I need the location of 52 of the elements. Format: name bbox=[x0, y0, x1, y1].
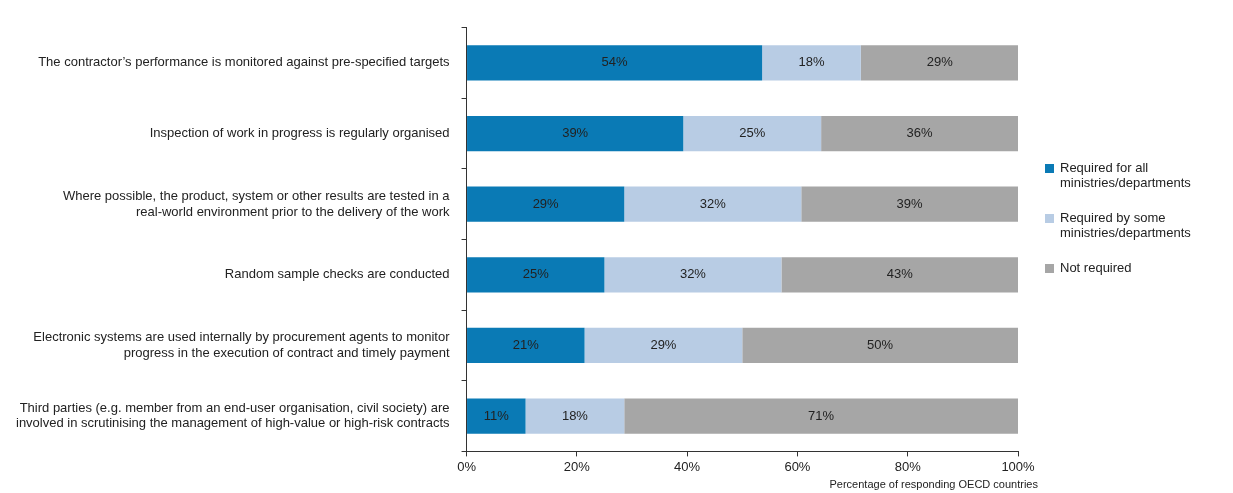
y-tick-label: The contractor’s performance is monitored against pre-specified targets bbox=[38, 54, 451, 70]
data-label: 18% bbox=[561, 407, 589, 423]
x-tick-label: 60% bbox=[784, 458, 811, 474]
bar bbox=[467, 45, 763, 81]
data-label: 29% bbox=[650, 337, 677, 353]
data-label: 39% bbox=[896, 195, 924, 211]
y-tick-label: Third parties (e.g. member from an end-user organisation, civil society) are involved in scrutinising the management of high-value or high-risk contracts bbox=[15, 399, 451, 431]
bar bbox=[525, 398, 625, 434]
data-label: 25% bbox=[739, 125, 766, 141]
bar bbox=[467, 257, 605, 293]
bar bbox=[467, 398, 526, 434]
bar bbox=[624, 186, 802, 222]
bar bbox=[683, 115, 822, 152]
data-label: 21% bbox=[512, 337, 540, 353]
bar bbox=[762, 45, 861, 81]
data-label: 11% bbox=[483, 407, 510, 423]
y-tick-label: Inspection of work in progress is regularly organised bbox=[149, 125, 450, 141]
data-label: 25% bbox=[522, 266, 550, 282]
bar bbox=[604, 257, 782, 293]
data-label: 32% bbox=[679, 266, 707, 282]
data-label: 18% bbox=[798, 54, 825, 70]
data-label: 50% bbox=[867, 337, 894, 353]
data-label: 43% bbox=[886, 266, 914, 282]
x-axis-title: Percentage of responding OECD countries bbox=[829, 478, 1038, 490]
x-tick-label: 80% bbox=[894, 458, 922, 474]
bar bbox=[742, 327, 1018, 364]
legend-label: Required for all ministries/departments bbox=[1060, 160, 1192, 190]
bar bbox=[467, 115, 684, 152]
x-tick-label: 0% bbox=[457, 458, 477, 474]
y-tick-label: Electronic systems are used internally by procurement agents to monitor progress in the execution of contract and timely payment bbox=[33, 329, 451, 360]
x-tick-label: 100% bbox=[1001, 458, 1036, 474]
y-tick-label: Where possible, the product, system or other results are tested in a real-world environment prior to the delivery of the work bbox=[62, 187, 451, 219]
data-label: 36% bbox=[906, 125, 934, 141]
data-label: 32% bbox=[699, 195, 727, 211]
y-tick-label: Random sample checks are conducted bbox=[224, 266, 450, 282]
bar bbox=[781, 257, 1018, 293]
data-label: 39% bbox=[562, 125, 589, 141]
data-label: 71% bbox=[808, 407, 835, 423]
x-tick-label: 40% bbox=[674, 458, 701, 474]
data-label: 54% bbox=[601, 54, 629, 70]
bar bbox=[584, 327, 743, 364]
legend-label: Required by some ministries/departments bbox=[1060, 210, 1192, 240]
bar bbox=[821, 115, 1018, 152]
bar bbox=[801, 186, 1018, 222]
legend-label: Not required bbox=[1060, 260, 1132, 275]
x-tick-label: 20% bbox=[563, 458, 591, 474]
bar bbox=[624, 398, 1018, 434]
data-label: 29% bbox=[926, 54, 954, 70]
bar bbox=[467, 186, 625, 222]
bar bbox=[467, 327, 585, 364]
data-label: 29% bbox=[532, 195, 560, 211]
bar bbox=[860, 45, 1018, 81]
